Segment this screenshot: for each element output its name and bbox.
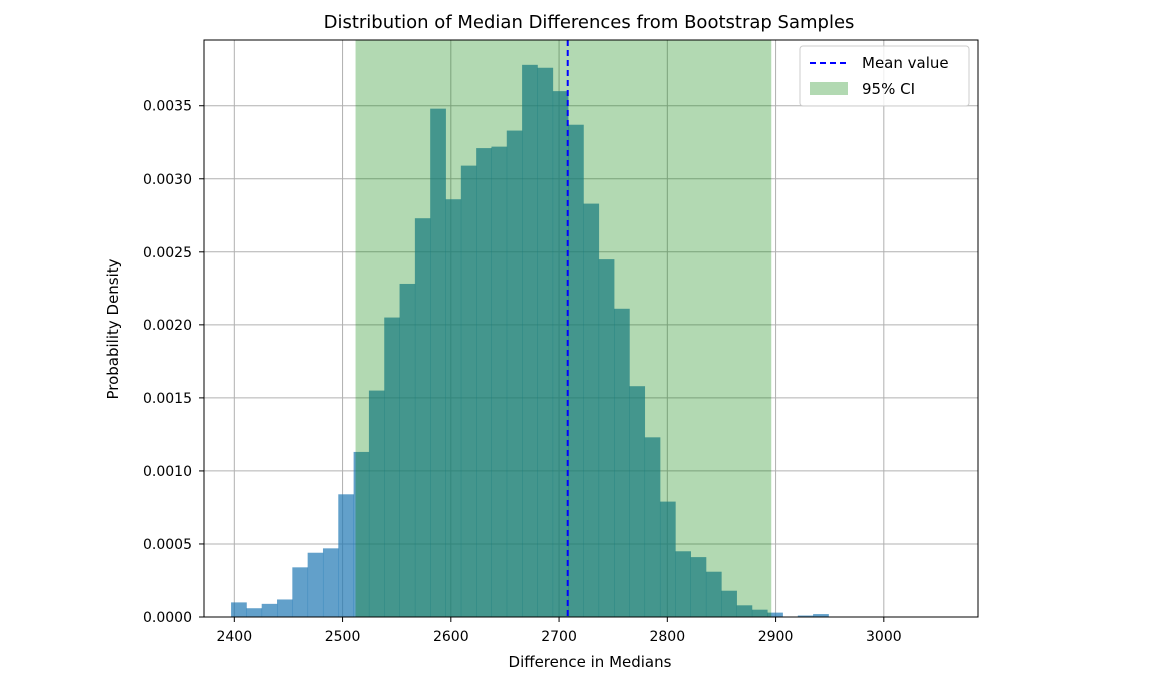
histogram-bar [430, 108, 446, 617]
x-tick-label: 2900 [758, 629, 794, 645]
histogram-bar [307, 552, 324, 617]
histogram-bar [552, 91, 569, 617]
x-tick-label: 3000 [866, 629, 902, 645]
histogram-bar [322, 548, 339, 617]
y-tick-label: 0.0030 [143, 172, 192, 188]
y-tick-label: 0.0005 [143, 537, 192, 553]
x-tick-label: 2700 [541, 629, 577, 645]
histogram-bar [614, 308, 630, 617]
histogram-bar [414, 218, 431, 618]
histogram-bar [568, 124, 584, 617]
histogram-bar [813, 614, 829, 617]
histogram-bars [231, 64, 829, 618]
y-tick-label: 0.0025 [143, 245, 192, 261]
histogram-bar [537, 67, 554, 617]
histogram-bar [751, 609, 768, 617]
y-tick-label: 0.0000 [143, 610, 192, 626]
histogram-bar [736, 605, 753, 617]
x-tick-label: 2500 [325, 629, 361, 645]
histogram-bar [705, 571, 722, 617]
y-axis-ticks: 0.0000 0.0005 0.0010 0.0015 0.0020 0.0025 0.00… [143, 99, 204, 626]
histogram-bar [583, 203, 600, 618]
histogram-bar [598, 259, 615, 617]
legend-box [799, 45, 970, 107]
histogram-bar [292, 567, 309, 617]
legend-mean-label: Mean value [862, 54, 949, 72]
plot-frame [203, 39, 979, 618]
y-tick-label: 0.0035 [143, 99, 192, 115]
y-axis-label: Probability Density [104, 258, 122, 399]
chart-title: Distribution of Median Differences from … [324, 12, 855, 33]
histogram-bar [384, 317, 400, 617]
y-tick-label: 0.0015 [143, 391, 192, 407]
histogram-bar [675, 551, 691, 617]
histogram-bar [353, 451, 370, 617]
histogram-bar [261, 603, 278, 617]
histogram-bar [690, 557, 707, 617]
y-tick-label: 0.0010 [143, 464, 192, 480]
histogram-bar [506, 130, 523, 618]
x-tick-label: 2800 [649, 629, 685, 645]
histogram-bar [246, 608, 263, 617]
ci-95-band [355, 40, 772, 617]
histogram-bar [659, 501, 676, 617]
histogram-bar [231, 602, 247, 617]
histogram-bar [368, 390, 385, 617]
histogram-bar [491, 146, 508, 617]
legend-ci-swatch [810, 82, 848, 95]
histogram-bar [629, 386, 646, 617]
legend-ci-label: 95% CI [862, 80, 915, 98]
histogram-bar [460, 165, 477, 618]
histogram-bar [522, 64, 538, 618]
histogram-bar [767, 612, 783, 617]
legend: Mean value 95% CI [799, 45, 970, 107]
x-tick-label: 2400 [216, 629, 252, 645]
x-axis-ticks: 2400 2500 2600 2700 2800 2900 3000 [216, 617, 902, 645]
x-axis-label: Difference in Medians [509, 653, 672, 671]
y-tick-label: 0.0020 [143, 318, 192, 334]
histogram-bar [476, 148, 492, 618]
histogram-bar [445, 199, 462, 617]
histogram-bar [797, 615, 814, 617]
histogram-bar [399, 283, 416, 617]
x-tick-label: 2600 [433, 629, 469, 645]
histogram-bar [644, 437, 661, 617]
histogram-bar [277, 599, 293, 617]
histogram-bar [338, 494, 355, 617]
histogram-bar [721, 590, 737, 617]
